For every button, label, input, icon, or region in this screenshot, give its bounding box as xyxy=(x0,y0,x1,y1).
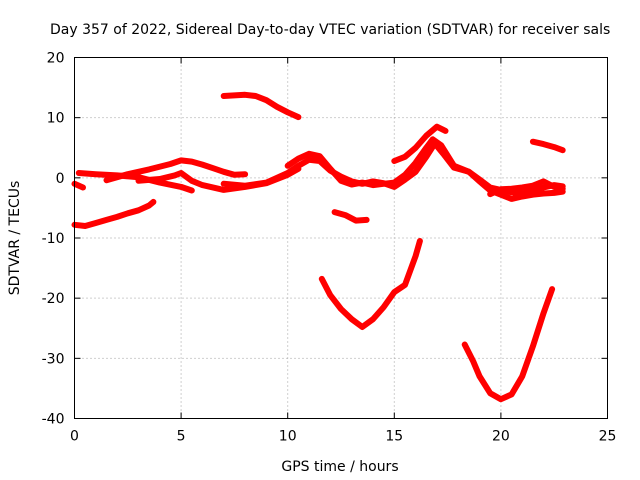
y-tick-label: -40 xyxy=(42,412,65,428)
y-axis-label: SDTVAR / TECUs xyxy=(7,181,23,296)
data-trace xyxy=(220,91,302,121)
y-tick-label: -20 xyxy=(42,291,65,307)
y-tick-label: -30 xyxy=(42,351,65,367)
x-tick-label: 15 xyxy=(385,429,403,445)
x-tick-label: 10 xyxy=(279,429,297,445)
data-trace xyxy=(71,198,157,229)
x-tick-label: 5 xyxy=(177,429,186,445)
y-tick-label: 0 xyxy=(56,171,65,187)
data-trace xyxy=(318,238,423,330)
y-tick-label: -10 xyxy=(42,231,65,247)
axis-ticks: 0 5 10 15 20 25 -40 -30 -20 -10 0 10 20 xyxy=(42,51,617,445)
data-trace xyxy=(103,157,249,184)
data-trace xyxy=(391,123,449,164)
data-trace xyxy=(220,140,566,197)
data-trace xyxy=(461,286,556,403)
chart-title: Day 357 of 2022, Sidereal Day-to-day VTE… xyxy=(50,22,610,38)
y-tick-label: 10 xyxy=(47,111,65,127)
data-trace xyxy=(331,209,370,224)
y-tick-label: 20 xyxy=(47,51,65,67)
x-tick-label: 25 xyxy=(599,429,617,445)
x-axis-label: GPS time / hours xyxy=(281,459,398,475)
data-trace xyxy=(529,138,566,154)
data-trace xyxy=(284,136,566,202)
data-trace xyxy=(75,170,195,194)
x-tick-label: 20 xyxy=(492,429,510,445)
x-tick-label: 0 xyxy=(70,429,79,445)
data-traces xyxy=(71,91,566,403)
data-trace xyxy=(487,178,566,198)
data-trace xyxy=(71,180,86,191)
